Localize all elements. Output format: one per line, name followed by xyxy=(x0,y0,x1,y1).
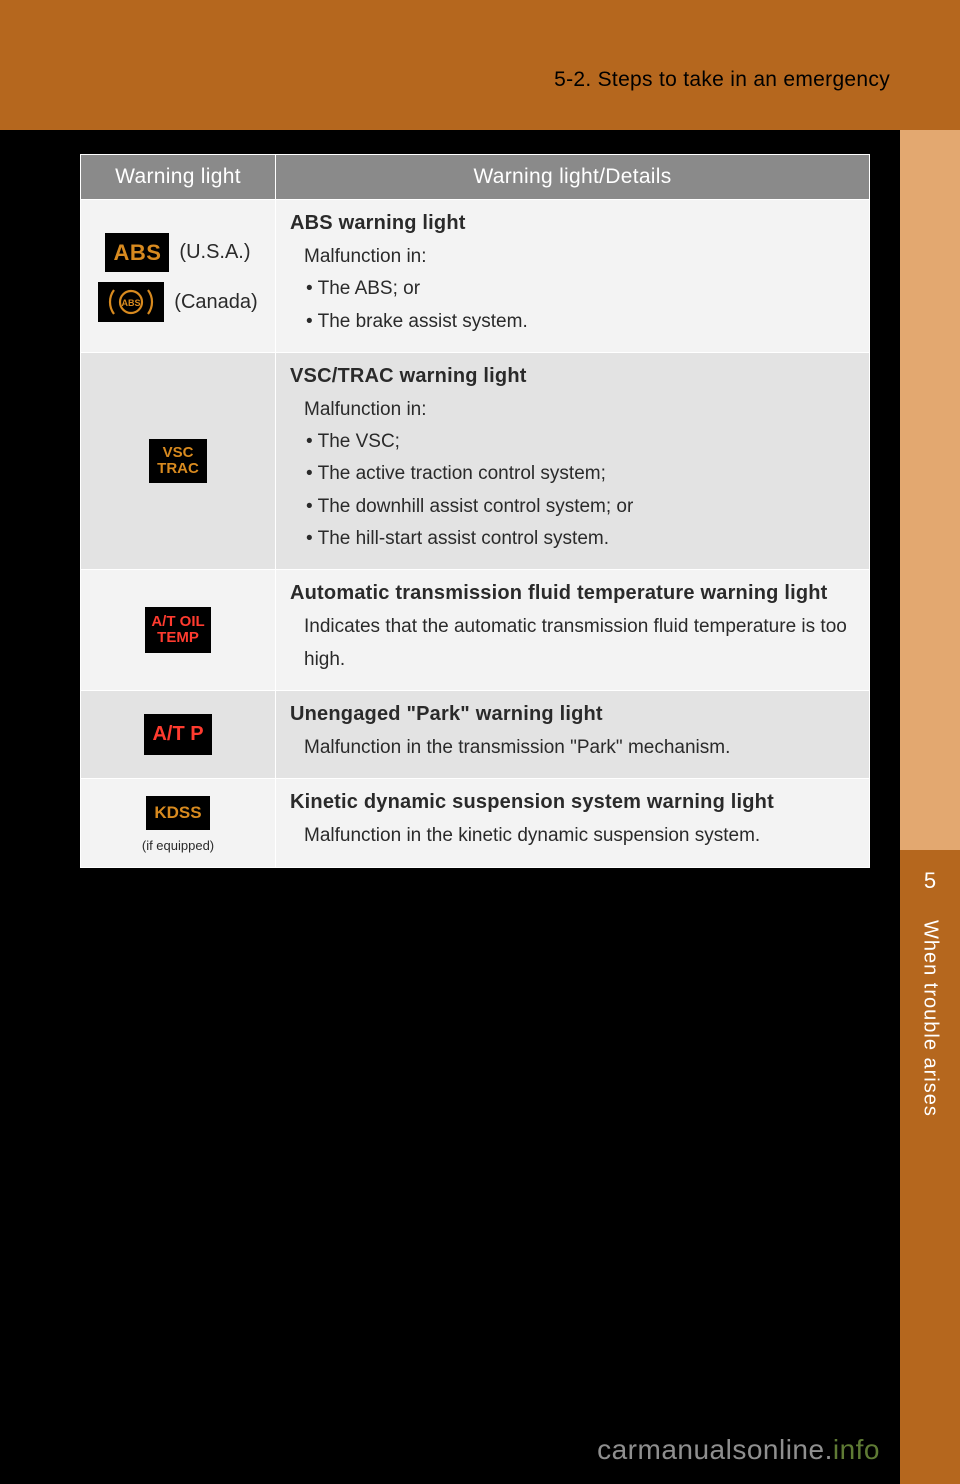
detail-body: Malfunction in the kinetic dynamic suspe… xyxy=(304,820,855,852)
kdss-icon: KDSS xyxy=(146,796,209,830)
detail-subheading: Malfunction in: xyxy=(304,241,855,273)
side-tabs: 5 When trouble arises xyxy=(900,130,960,1484)
detail-title: Kinetic dynamic suspension system warnin… xyxy=(290,791,855,814)
chapter-label: When trouble arises xyxy=(919,920,942,1117)
abs-usa-label: (U.S.A.) xyxy=(179,241,250,264)
detail-cell-vsc: VSC/TRAC warning light Malfunction in: T… xyxy=(276,352,870,569)
table-row: ABS (U.S.A.) ABS xyxy=(81,200,870,353)
detail-title: ABS warning light xyxy=(290,212,855,235)
vsc-trac-icon: VSC TRAC xyxy=(149,439,207,483)
abs-usa-icon: ABS xyxy=(105,233,169,272)
table-row: VSC TRAC VSC/TRAC warning light Malfunct… xyxy=(81,352,870,569)
icon-cell-abs: ABS (U.S.A.) ABS xyxy=(81,200,276,353)
detail-title: Automatic transmission fluid temperature… xyxy=(290,582,855,605)
detail-bullet: The hill-start assist control system. xyxy=(306,523,855,555)
table-header-light: Warning light xyxy=(81,155,276,200)
icon-line: TEMP xyxy=(157,629,199,646)
chapter-number: 5 xyxy=(924,868,936,894)
abs-canada-label: (Canada) xyxy=(174,291,257,314)
table-body: ABS (U.S.A.) ABS xyxy=(81,200,870,868)
icon-cell-atoil: A/T OIL TEMP xyxy=(81,570,276,691)
detail-bullet: The active traction control system; xyxy=(306,458,855,490)
detail-title: Unengaged "Park" warning light xyxy=(290,703,855,726)
icon-line: A/T OIL xyxy=(151,613,204,630)
watermark: carmanualsonline.info xyxy=(597,1434,880,1466)
icon-line: TRAC xyxy=(157,460,199,477)
icon-line: VSC xyxy=(163,444,194,461)
detail-cell-abs: ABS warning light Malfunction in: The AB… xyxy=(276,200,870,353)
detail-subheading: Malfunction in: xyxy=(304,394,855,426)
icon-cell-atp: A/T P xyxy=(81,690,276,778)
watermark-suffix: info xyxy=(833,1434,880,1465)
section-title: 5-2. Steps to take in an emergency xyxy=(554,68,890,92)
header-band: 5-2. Steps to take in an emergency xyxy=(0,0,960,130)
svg-text:ABS: ABS xyxy=(122,298,141,308)
content-area: Warning light Warning light/Details ABS … xyxy=(80,154,870,868)
watermark-dot: . xyxy=(825,1434,833,1465)
detail-cell-kdss: Kinetic dynamic suspension system warnin… xyxy=(276,779,870,867)
detail-cell-atoil: Automatic transmission fluid temperature… xyxy=(276,570,870,691)
detail-body: Indicates that the automatic transmissio… xyxy=(304,611,855,676)
table-row: KDSS (if equipped) Kinetic dynamic suspe… xyxy=(81,779,870,867)
detail-body: Malfunction in the transmission "Park" m… xyxy=(304,732,855,764)
detail-bullet: The ABS; or xyxy=(306,273,855,305)
icon-cell-vsc: VSC TRAC xyxy=(81,352,276,569)
kdss-note: (if equipped) xyxy=(89,838,267,853)
table-header-details: Warning light/Details xyxy=(276,155,870,200)
detail-bullet: The brake assist system. xyxy=(306,306,855,338)
watermark-text: carmanualsonline xyxy=(597,1434,824,1465)
icon-cell-kdss: KDSS (if equipped) xyxy=(81,779,276,867)
table-row: A/T OIL TEMP Automatic transmission flui… xyxy=(81,570,870,691)
detail-title: VSC/TRAC warning light xyxy=(290,365,855,388)
detail-bullet: The VSC; xyxy=(306,426,855,458)
detail-bullet: The downhill assist control system; or xyxy=(306,491,855,523)
abs-canada-icon: ABS xyxy=(98,282,164,322)
atoil-temp-icon: A/T OIL TEMP xyxy=(145,607,210,653)
side-tab-upper xyxy=(900,130,960,850)
detail-cell-atp: Unengaged "Park" warning light Malfuncti… xyxy=(276,690,870,778)
warning-lights-table: Warning light Warning light/Details ABS … xyxy=(80,154,870,868)
side-tab-active: 5 When trouble arises xyxy=(900,850,960,1484)
atp-icon: A/T P xyxy=(144,714,211,755)
table-row: A/T P Unengaged "Park" warning light Mal… xyxy=(81,690,870,778)
